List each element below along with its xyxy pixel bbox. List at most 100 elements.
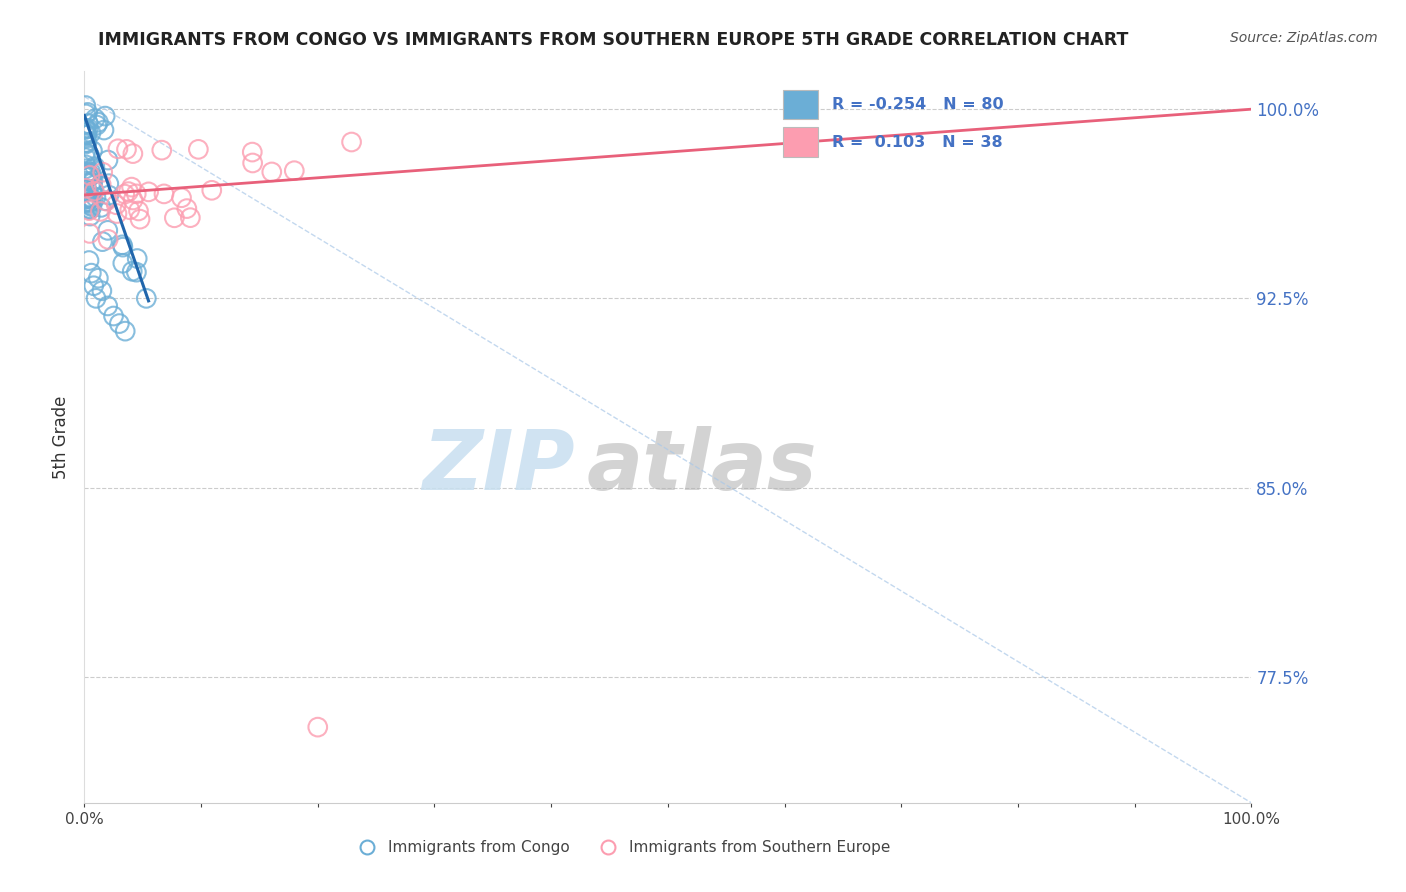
- Point: [83, 278, 105, 293]
- Point: [118, 202, 141, 217]
- Point: [80, 126, 103, 140]
- Point: [75, 136, 97, 151]
- Point: [260, 165, 283, 179]
- Point: [75, 121, 97, 136]
- Point: [114, 187, 136, 202]
- Point: [76, 128, 98, 142]
- Point: [111, 237, 134, 252]
- Point: [153, 186, 176, 201]
- Point: [80, 200, 103, 214]
- Point: [90, 178, 112, 192]
- Legend: Immigrants from Congo, Immigrants from Southern Europe: Immigrants from Congo, Immigrants from S…: [346, 834, 897, 861]
- Point: [75, 121, 97, 136]
- Point: [75, 192, 97, 206]
- Point: [97, 299, 120, 313]
- Point: [79, 149, 101, 163]
- Point: [128, 204, 150, 219]
- Point: [79, 196, 101, 211]
- Point: [76, 128, 98, 143]
- Point: [89, 204, 111, 219]
- Point: [80, 266, 103, 280]
- Point: [108, 317, 131, 331]
- Point: [127, 252, 149, 266]
- Point: [121, 264, 143, 278]
- Point: [76, 136, 98, 150]
- Point: [79, 169, 101, 184]
- Point: [75, 145, 97, 160]
- Point: [82, 176, 104, 190]
- Point: [80, 165, 103, 179]
- Point: [125, 265, 148, 279]
- Point: [76, 182, 98, 196]
- Point: [89, 178, 111, 193]
- Point: [111, 256, 134, 270]
- Point: [75, 158, 97, 172]
- Point: [121, 180, 143, 194]
- Point: [97, 177, 120, 191]
- Point: [86, 118, 108, 132]
- Point: [75, 169, 97, 183]
- Point: [79, 168, 101, 182]
- Point: [91, 235, 114, 249]
- Text: IMMIGRANTS FROM CONGO VS IMMIGRANTS FROM SOUTHERN EUROPE 5TH GRADE CORRELATION C: IMMIGRANTS FROM CONGO VS IMMIGRANTS FROM…: [98, 31, 1129, 49]
- Point: [105, 206, 128, 220]
- Point: [75, 161, 97, 176]
- Point: [107, 142, 129, 156]
- Point: [114, 324, 136, 338]
- Point: [83, 160, 105, 174]
- Point: [79, 202, 101, 216]
- Point: [340, 135, 363, 149]
- Point: [79, 209, 101, 223]
- Text: atlas: atlas: [586, 425, 817, 507]
- Point: [163, 211, 186, 225]
- Point: [77, 253, 100, 268]
- Point: [83, 182, 105, 196]
- Point: [94, 194, 117, 208]
- Point: [77, 191, 100, 205]
- Point: [135, 291, 157, 305]
- Point: [79, 169, 101, 183]
- Point: [91, 165, 114, 179]
- Point: [122, 193, 145, 207]
- Point: [240, 145, 263, 160]
- Point: [76, 165, 98, 179]
- Text: Source: ZipAtlas.com: Source: ZipAtlas.com: [1230, 31, 1378, 45]
- Point: [79, 192, 101, 206]
- Point: [90, 200, 112, 214]
- Point: [187, 142, 209, 156]
- Point: [75, 151, 97, 165]
- Point: [84, 112, 107, 126]
- Point: [87, 271, 110, 285]
- Point: [75, 174, 97, 188]
- Point: [82, 194, 104, 208]
- Point: [82, 173, 104, 187]
- Point: [122, 146, 145, 161]
- Point: [76, 195, 98, 210]
- Text: ZIP: ZIP: [422, 425, 575, 507]
- Point: [77, 117, 100, 131]
- Point: [75, 98, 97, 112]
- Point: [80, 194, 103, 209]
- Point: [129, 212, 152, 227]
- Point: [307, 720, 329, 734]
- Point: [117, 185, 139, 199]
- Point: [76, 105, 98, 120]
- Point: [75, 107, 97, 121]
- Point: [79, 202, 101, 217]
- Point: [170, 191, 193, 205]
- Point: [97, 188, 120, 202]
- Point: [103, 309, 125, 323]
- Point: [242, 156, 264, 170]
- Point: [125, 186, 148, 201]
- Point: [84, 190, 107, 204]
- Point: [75, 195, 97, 210]
- Point: [179, 211, 201, 225]
- Point: [80, 198, 103, 212]
- Point: [84, 291, 107, 305]
- Point: [111, 240, 134, 254]
- Point: [201, 183, 224, 197]
- Point: [150, 143, 173, 157]
- Point: [82, 144, 104, 158]
- Point: [93, 123, 115, 137]
- Point: [96, 194, 118, 208]
